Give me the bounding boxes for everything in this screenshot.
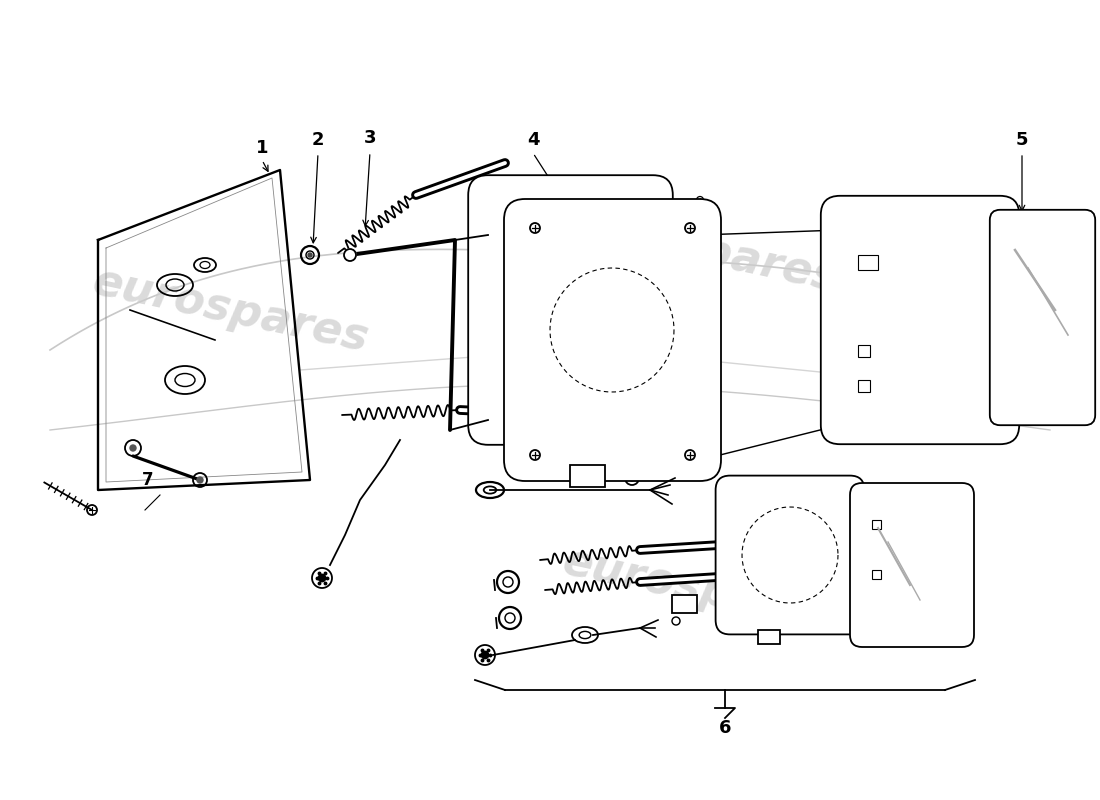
Text: 6: 6 bbox=[718, 719, 732, 737]
Text: eurospares: eurospares bbox=[558, 540, 843, 640]
Circle shape bbox=[482, 651, 488, 658]
Circle shape bbox=[130, 445, 136, 451]
Text: 2: 2 bbox=[311, 131, 324, 149]
Text: 1: 1 bbox=[255, 139, 268, 157]
Circle shape bbox=[319, 574, 326, 582]
Text: 5: 5 bbox=[1015, 131, 1028, 149]
FancyBboxPatch shape bbox=[716, 475, 865, 634]
Circle shape bbox=[344, 249, 356, 261]
Bar bbox=[672, 595, 697, 613]
FancyBboxPatch shape bbox=[504, 199, 720, 481]
FancyBboxPatch shape bbox=[469, 175, 673, 445]
Bar bbox=[858, 345, 870, 357]
Bar bbox=[570, 465, 605, 487]
FancyBboxPatch shape bbox=[990, 210, 1096, 426]
Bar bbox=[872, 570, 881, 579]
Bar bbox=[758, 630, 780, 644]
Circle shape bbox=[197, 477, 204, 483]
Bar bbox=[858, 380, 870, 392]
Bar bbox=[872, 520, 881, 529]
FancyBboxPatch shape bbox=[850, 483, 974, 647]
Text: 3: 3 bbox=[364, 129, 376, 147]
FancyBboxPatch shape bbox=[821, 196, 1020, 444]
Circle shape bbox=[308, 253, 312, 257]
Text: 7: 7 bbox=[142, 471, 154, 489]
Circle shape bbox=[601, 319, 623, 341]
Text: eurospares: eurospares bbox=[88, 260, 372, 360]
Bar bbox=[858, 255, 878, 270]
Text: eurospares: eurospares bbox=[558, 200, 843, 300]
Text: 4: 4 bbox=[527, 131, 539, 149]
Circle shape bbox=[782, 546, 799, 563]
